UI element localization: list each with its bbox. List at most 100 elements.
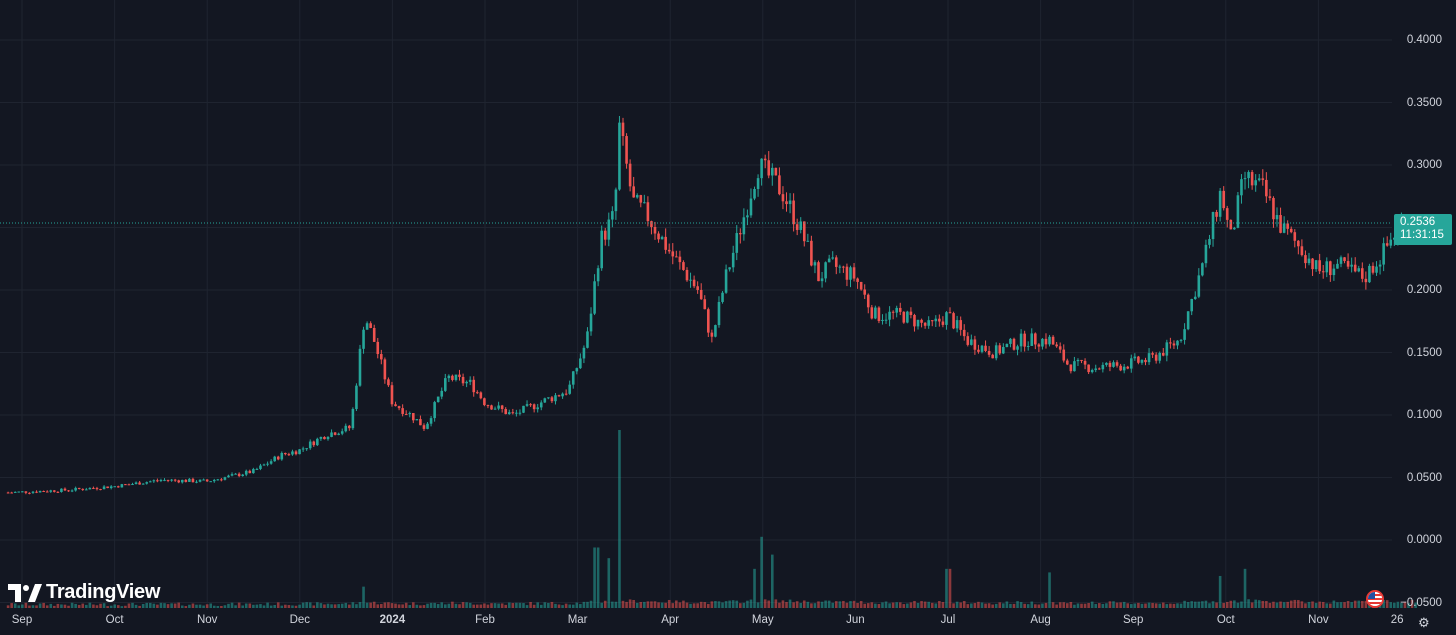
volume-bar bbox=[1272, 601, 1275, 608]
candle-body bbox=[191, 478, 195, 483]
candle-body bbox=[927, 320, 930, 326]
volume-bar bbox=[689, 603, 692, 608]
volume-bar bbox=[401, 604, 404, 608]
volume-bar bbox=[159, 602, 163, 608]
candle-body bbox=[984, 345, 987, 351]
candle-body bbox=[10, 492, 13, 494]
candle-body bbox=[863, 289, 867, 295]
candle-body bbox=[500, 405, 504, 410]
candle-body bbox=[1297, 240, 1300, 247]
volume-bar bbox=[586, 601, 589, 608]
tradingview-logo[interactable]: TradingView bbox=[8, 581, 160, 604]
time-tick-label: Dec bbox=[289, 614, 311, 626]
candle-body bbox=[707, 309, 710, 333]
volume-bar bbox=[600, 602, 603, 608]
volume-bar bbox=[1254, 599, 1257, 608]
volume-bar bbox=[443, 604, 447, 608]
volume-bar bbox=[1066, 603, 1069, 608]
candle-body bbox=[1385, 243, 1389, 246]
candle-body bbox=[351, 409, 355, 429]
candle-body bbox=[593, 281, 596, 314]
time-tick-label: Aug bbox=[1030, 614, 1051, 626]
volume-bar bbox=[113, 604, 117, 608]
volume-bar bbox=[923, 601, 927, 608]
volume-bar bbox=[1215, 602, 1218, 608]
volume-bar bbox=[1019, 602, 1023, 608]
candle-body bbox=[1197, 275, 1201, 297]
volume-bar bbox=[845, 602, 849, 608]
candle-body bbox=[906, 311, 909, 323]
candle-body bbox=[1119, 365, 1122, 371]
volume-bar bbox=[308, 602, 312, 608]
gear-icon[interactable]: ⚙ bbox=[1418, 615, 1430, 630]
candle-body bbox=[269, 461, 273, 464]
volume-bar bbox=[10, 603, 13, 608]
candle-body bbox=[739, 233, 742, 235]
volume-bar bbox=[827, 600, 831, 608]
volume-bar bbox=[383, 602, 387, 608]
volume-bar bbox=[1172, 603, 1176, 608]
volume-bar bbox=[802, 600, 806, 608]
volume-bar bbox=[618, 430, 621, 608]
volume-bar bbox=[1169, 603, 1172, 608]
candle-body bbox=[1016, 346, 1019, 350]
candle-body bbox=[276, 456, 280, 460]
volume-bar bbox=[710, 601, 714, 608]
volume-bar bbox=[195, 604, 198, 608]
candle-body bbox=[614, 189, 618, 212]
volume-bar bbox=[1353, 600, 1357, 608]
time-tick-label: Nov bbox=[196, 614, 218, 626]
volume-bar bbox=[472, 604, 476, 608]
candle-body bbox=[273, 456, 276, 462]
volume-bar bbox=[955, 601, 959, 608]
candle-body bbox=[1108, 362, 1112, 367]
candle-body bbox=[88, 487, 92, 490]
volume-bar bbox=[1250, 602, 1254, 608]
volume-bar bbox=[404, 602, 408, 608]
volume-bar bbox=[340, 603, 344, 608]
candle-body bbox=[795, 224, 799, 230]
candle-body bbox=[770, 167, 774, 176]
volume-bar bbox=[13, 603, 17, 608]
candle-body bbox=[422, 425, 426, 429]
candle-body bbox=[1215, 211, 1218, 217]
candle-body bbox=[301, 448, 305, 450]
candle-body bbox=[1300, 246, 1304, 256]
volume-bar bbox=[1115, 602, 1119, 608]
candle-body bbox=[42, 491, 45, 493]
candle-body bbox=[1144, 359, 1147, 363]
volume-bar bbox=[1361, 601, 1364, 608]
volume-bar bbox=[1122, 601, 1126, 608]
candle-body bbox=[845, 266, 849, 280]
us-flag-icon[interactable] bbox=[1366, 590, 1384, 608]
volume-bar bbox=[1055, 604, 1058, 608]
candle-body bbox=[1225, 208, 1229, 220]
candle-body bbox=[1361, 268, 1364, 279]
candle-body bbox=[1062, 349, 1066, 361]
candle-body bbox=[515, 412, 518, 414]
volume-bar bbox=[134, 604, 138, 608]
volume-bar bbox=[422, 605, 426, 608]
candle-body bbox=[141, 483, 145, 485]
candle-body bbox=[1105, 362, 1108, 365]
volume-bar bbox=[874, 603, 877, 608]
candle-body bbox=[735, 233, 739, 253]
candle-body bbox=[156, 480, 159, 482]
volume-bar bbox=[372, 601, 376, 608]
candle-body bbox=[266, 463, 269, 465]
volume-bar bbox=[1297, 600, 1300, 608]
volume-bar bbox=[483, 603, 486, 608]
candle-body bbox=[223, 477, 227, 480]
volume-bar bbox=[1268, 602, 1272, 608]
candle-body bbox=[1154, 354, 1158, 361]
volume-bar bbox=[660, 602, 664, 608]
price-tick-label: 0.1500 bbox=[1406, 346, 1442, 359]
candle-body bbox=[820, 278, 824, 282]
volume-bar bbox=[1410, 599, 1414, 608]
volume-bar bbox=[596, 547, 600, 608]
candle-body bbox=[664, 236, 667, 250]
volume-bar bbox=[1393, 602, 1396, 608]
candle-body bbox=[525, 404, 529, 406]
candle-body bbox=[99, 489, 102, 491]
